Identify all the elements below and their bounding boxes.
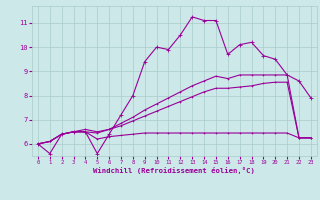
X-axis label: Windchill (Refroidissement éolien,°C): Windchill (Refroidissement éolien,°C) (93, 167, 255, 174)
